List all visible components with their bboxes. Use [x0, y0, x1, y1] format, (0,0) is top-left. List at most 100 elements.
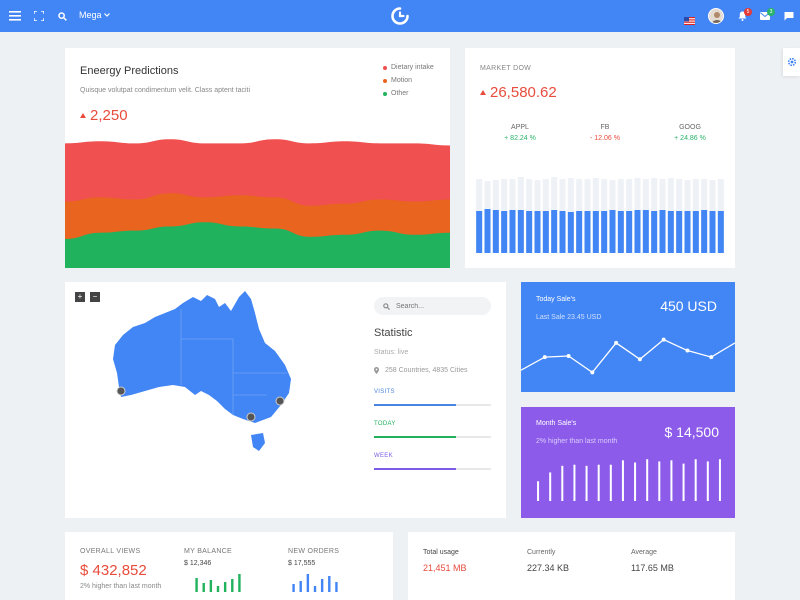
month-sale-bar [585, 465, 588, 501]
chat-icon[interactable] [780, 7, 798, 25]
stat-bar: VISITS [374, 389, 491, 406]
balance-value: $ 12,346 [184, 560, 212, 567]
search-input[interactable] [396, 302, 476, 310]
app-logo-icon[interactable] [390, 6, 410, 31]
fullscreen-icon[interactable] [30, 7, 48, 25]
map-marker[interactable] [116, 386, 126, 396]
usage-card: Total usage 21,451 MB Currently 227.34 K… [408, 532, 735, 600]
card-title: MARKET DOW [480, 65, 532, 72]
month-sale-bar [609, 464, 612, 501]
usage-value: 21,451 MB [423, 563, 467, 573]
month-sale-bar [682, 463, 685, 501]
today-sale-value: 450 USD [660, 298, 717, 314]
zoom-in-button[interactable]: + [75, 292, 85, 302]
map-borders [180, 309, 287, 415]
stock-change: + 24.86 % [674, 135, 706, 142]
month-sale-bar [621, 460, 624, 501]
location-row: 258 Countries, 4835 Cities [374, 367, 468, 374]
card-subtitle: Last Sale 23.45 USD [536, 314, 602, 321]
today-sale-line-chart [521, 337, 735, 375]
balance-bar-chart [195, 574, 241, 592]
balance-bar [223, 582, 227, 592]
market-bar [609, 210, 616, 253]
balance-bar [238, 574, 241, 592]
overview-stats-card: OVERALL VIEWS $ 432,852 2% higher than l… [65, 532, 393, 600]
stock-change: - 12.06 % [590, 135, 620, 142]
gear-icon [787, 57, 796, 67]
energy-predictions-card: Eneergy Predictions Quisque volutpat con… [65, 48, 450, 268]
notifications-button[interactable]: 5 [733, 7, 752, 25]
location-text: 258 Countries, 4835 Cities [385, 367, 468, 374]
map-region[interactable] [113, 291, 291, 423]
usage-item: Currently 227.34 KB [527, 549, 569, 573]
messages-button[interactable]: 3 [756, 7, 775, 25]
market-bar [634, 210, 641, 253]
market-bar [617, 211, 624, 253]
market-bar [517, 210, 524, 253]
user-avatar[interactable] [708, 8, 724, 24]
market-dow-card: MARKET DOW 26,580.62 APPL + 82.24 % FB -… [465, 48, 735, 268]
legend-dot [383, 91, 387, 96]
usage-label: Currently [527, 549, 556, 556]
month-sale-bar [718, 459, 721, 501]
month-sale-bar [670, 460, 673, 501]
month-sale-bar [694, 459, 697, 501]
card-subtitle: Quisque volutpat condimentum velit. Clas… [80, 87, 251, 94]
stock-name: GOOG [679, 124, 701, 131]
market-bar [559, 211, 566, 253]
legend-item: Dietary intake [383, 64, 434, 71]
messages-badge: 3 [767, 8, 775, 16]
orders-bar [320, 579, 324, 592]
arrow-up-icon [80, 113, 86, 118]
market-bar [642, 210, 649, 253]
map-region[interactable] [251, 433, 265, 451]
us-flag-icon[interactable] [684, 12, 695, 25]
stat-bar: WEEK [374, 453, 491, 470]
map-pin-icon [374, 367, 379, 374]
market-bar [651, 211, 658, 253]
legend-dot [383, 78, 387, 83]
search-icon[interactable] [53, 7, 71, 25]
legend-dot [383, 65, 387, 70]
stat-bar: TODAY [374, 421, 491, 438]
market-bar [492, 210, 499, 253]
market-bar [476, 211, 483, 253]
mega-menu-dropdown[interactable]: Mega [79, 10, 110, 20]
stat-bar-label: TODAY [374, 421, 396, 427]
predictions-legend: Dietary intake Motion Other [383, 64, 434, 103]
balance-bar [195, 578, 198, 592]
usage-item: Average 117.65 MB [631, 549, 674, 573]
zoom-out-button[interactable]: − [90, 292, 100, 302]
map-marker[interactable] [246, 412, 256, 422]
stat-bar-label: VISITS [374, 389, 395, 395]
market-bar [501, 211, 508, 253]
market-bar [484, 209, 491, 253]
month-sale-card: Month Sale's $ 14,500 2% higher than las… [521, 407, 735, 518]
month-sale-bar [658, 461, 661, 501]
search-box[interactable] [374, 297, 491, 315]
map-marker[interactable] [275, 396, 285, 406]
market-value-row: 26,580.62 [480, 84, 557, 101]
usage-label: Total usage [423, 549, 459, 556]
stat-bar-fill [374, 436, 456, 438]
today-sale-point [637, 357, 642, 362]
market-bar [601, 211, 608, 253]
market-bar [701, 210, 708, 253]
today-sale-point [614, 340, 619, 345]
month-sale-bar [646, 459, 649, 501]
balance-bar [202, 583, 205, 592]
stock-name: APPL [511, 124, 529, 131]
menu-icon[interactable] [6, 7, 24, 25]
settings-panel-toggle[interactable] [783, 48, 800, 76]
orders-bar [306, 574, 310, 592]
top-navbar: Mega 5 3 [0, 0, 800, 32]
predictions-value: 2,250 [90, 107, 128, 124]
month-sale-bar [706, 461, 709, 501]
legend-label: Motion [391, 77, 413, 84]
market-bar-chart [476, 177, 724, 253]
market-bar [626, 211, 633, 253]
energy-area-chart [65, 139, 450, 268]
today-sale-card: Today Sale's 450 USD Last Sale 23.45 USD [521, 282, 735, 392]
market-bar [717, 211, 724, 253]
usage-value: 227.34 KB [527, 563, 570, 573]
